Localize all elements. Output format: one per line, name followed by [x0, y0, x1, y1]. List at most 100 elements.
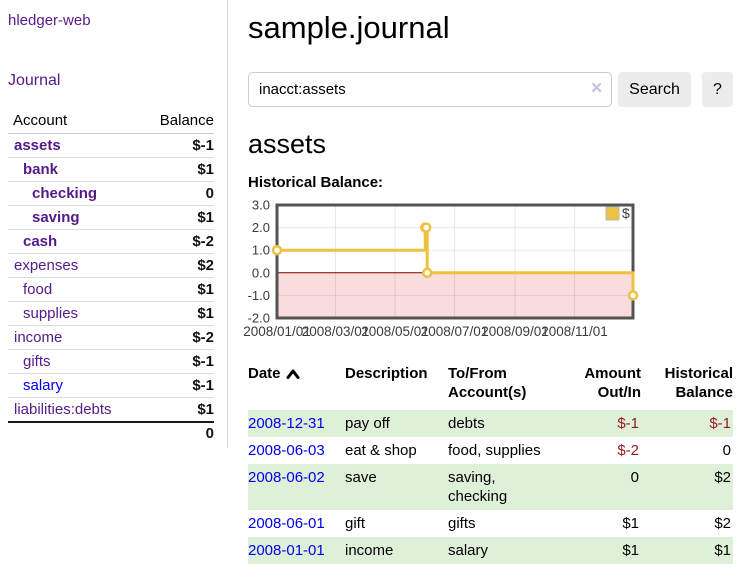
account-row: expenses $2: [8, 253, 214, 278]
account-link-bank[interactable]: bank: [23, 161, 59, 178]
accounts-total-row: 0: [8, 421, 214, 444]
chart-wrap: $3.0 2.0 1.0 0.0 -1.0 -2.0 2008/01/01 2008/03/0…: [243, 198, 742, 340]
account-row: liabilities:debts $1: [8, 398, 214, 423]
column-header-balance[interactable]: Historical Balance: [664, 365, 733, 401]
txn-amount-cell: $-2: [617, 442, 639, 459]
txn-amount-cell: 0: [580, 464, 641, 510]
txn-description-cell: gift: [345, 515, 366, 532]
sidebar-item-journal[interactable]: Journal: [8, 72, 61, 89]
transaction-date-link[interactable]: 2008-06-02: [248, 469, 325, 486]
clear-search-icon[interactable]: ✕: [590, 80, 603, 97]
transaction-date-link[interactable]: 2008-06-03: [248, 442, 325, 459]
account-row: saving $1: [8, 205, 214, 230]
txn-amount-cell: $-1: [580, 410, 641, 437]
txn-description-cell: eat & shop: [345, 442, 417, 459]
app-title-link[interactable]: hledger-web: [8, 12, 91, 29]
transaction-row: 2008-06-01 gift gifts $1 $2: [248, 510, 733, 537]
account-row: gifts $-1: [8, 349, 214, 374]
account-link-checking[interactable]: checking: [32, 185, 98, 202]
account-link-supplies[interactable]: supplies: [23, 305, 79, 322]
accounts-table: Account Balance assets $-1 bank $1 checking 0…: [8, 109, 214, 444]
search-input[interactable]: [248, 72, 612, 107]
search-row: ✕ Search ?: [248, 72, 742, 107]
chart-label: Historical Balance:: [248, 174, 384, 191]
account-link-gifts[interactable]: gifts: [23, 353, 51, 370]
transactions-tbody: 2008-12-31 pay off debts $-1 $-1 2008-06-03 ea…: [248, 410, 733, 564]
account-link-saving[interactable]: saving: [32, 209, 80, 226]
column-header-accounts[interactable]: To/From Account(s): [448, 365, 527, 401]
txn-balance-cell: $2: [714, 515, 731, 532]
account-row: salary $-1: [8, 373, 214, 398]
legend-label: $: [622, 205, 630, 221]
txn-accounts-cell: gifts: [448, 515, 476, 532]
accounts-total-balance: 0: [139, 421, 214, 444]
txn-amount-cell: $1: [580, 537, 641, 564]
y-tick-label: 1.0: [252, 243, 270, 258]
account-balance: $1: [139, 277, 214, 302]
sidebar: hledger-web Journal Account Balance asse…: [0, 0, 228, 448]
x-tick-label: 2008/03/01: [302, 324, 370, 339]
txn-date-cell: 2008-06-02: [248, 464, 345, 510]
account-link-income[interactable]: income: [14, 329, 63, 346]
account-balance: $2: [139, 253, 214, 278]
x-tick-label: 2008/05/01: [361, 324, 429, 339]
transaction-date-link[interactable]: 2008-01-01: [248, 542, 325, 559]
search-box: ✕: [248, 72, 612, 107]
legend-swatch: [605, 206, 620, 221]
txn-description-cell: save: [345, 464, 448, 510]
account-balance: $-2: [139, 229, 214, 254]
y-tick-label: 2.0: [252, 220, 270, 235]
account-row: food $1: [8, 277, 214, 302]
help-button[interactable]: ?: [702, 72, 733, 107]
account-row: checking 0: [8, 181, 214, 206]
txn-date-cell: 2008-06-01: [248, 510, 345, 537]
transactions-table: Date Description To/From Account(s) Amou…: [248, 364, 733, 564]
page-title: sample.journal: [248, 10, 450, 45]
txn-balance-cell: 0: [722, 442, 731, 459]
txn-date-cell: 2008-12-31: [248, 410, 345, 437]
transaction-row: 2008-12-31 pay off debts $-1 $-1: [248, 410, 733, 437]
txn-accounts-cell: saving, checking: [448, 464, 580, 510]
historical-balance-chart: $3.0 2.0 1.0 0.0 -1.0 -2.02008/01/012008/03/0…: [243, 198, 639, 339]
transaction-row: 2008-06-03 eat & shop food, supplies $-2 0: [248, 437, 733, 464]
x-tick-label: 2008/07/01: [421, 324, 489, 339]
account-balance: $-2: [139, 325, 214, 350]
transaction-date-link[interactable]: 2008-06-01: [248, 515, 325, 532]
account-link-salary[interactable]: salary: [23, 377, 64, 394]
account-balance: $-1: [139, 373, 214, 398]
y-tick-label: 0.0: [252, 265, 270, 280]
account-link-food[interactable]: food: [23, 281, 53, 298]
account-balance: 0: [139, 181, 214, 206]
y-tick-label: -2.0: [248, 311, 270, 326]
sort-ascending-icon: [286, 365, 300, 384]
txn-balance-cell: $1: [641, 537, 733, 564]
search-button[interactable]: Search: [618, 72, 691, 107]
x-tick-label: 2008/01/01: [243, 324, 311, 339]
account-row: bank $1: [8, 157, 214, 182]
accounts-header-account: Account: [8, 109, 140, 134]
account-row: supplies $1: [8, 301, 214, 326]
account-row: cash $-2: [8, 229, 214, 254]
accounts-header-balance: Balance: [139, 109, 214, 134]
account-link-assets[interactable]: assets: [14, 137, 61, 154]
account-link-cash[interactable]: cash: [23, 233, 58, 250]
column-header-description[interactable]: Description: [345, 365, 428, 382]
txn-date-cell: 2008-01-01: [248, 537, 345, 564]
txn-balance-cell: $-1: [641, 410, 733, 437]
txn-accounts-cell: debts: [448, 410, 580, 437]
column-header-amount[interactable]: Amount Out/In: [584, 365, 641, 401]
transaction-date-link[interactable]: 2008-12-31: [248, 415, 325, 432]
account-row: assets $-1: [8, 133, 214, 158]
column-header-date[interactable]: Date: [248, 364, 345, 410]
txn-balance-cell: $2: [641, 464, 733, 510]
account-link-expenses[interactable]: expenses: [14, 257, 79, 274]
transaction-row: 2008-06-02 save saving, checking 0 $2: [248, 464, 733, 510]
x-tick-label: 2008/09/01: [481, 324, 549, 339]
txn-description-cell: income: [345, 537, 448, 564]
account-link-liabilities-debts[interactable]: liabilities:debts: [14, 401, 112, 418]
y-tick-label: 3.0: [252, 198, 270, 213]
txn-description-cell: pay off: [345, 410, 448, 437]
txn-accounts-cell: food, supplies: [448, 442, 541, 459]
account-balance: $1: [139, 205, 214, 230]
account-balance: $1: [139, 157, 214, 182]
